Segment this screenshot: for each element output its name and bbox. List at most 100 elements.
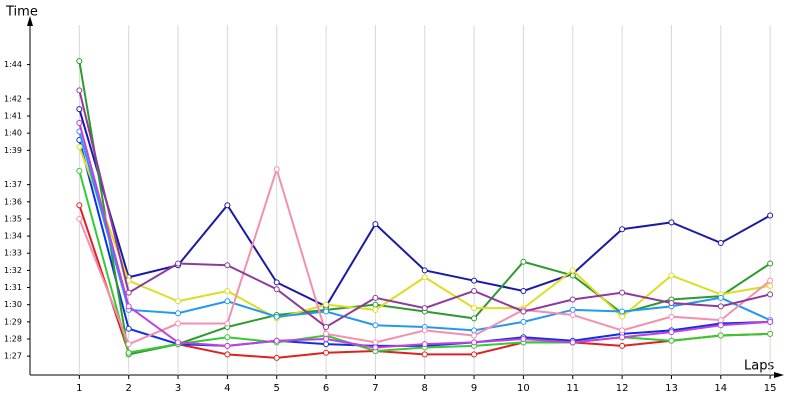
point <box>323 301 330 308</box>
point <box>520 308 527 315</box>
point <box>619 342 626 349</box>
point <box>125 325 132 332</box>
point <box>569 311 576 318</box>
point <box>372 344 379 351</box>
x-tick-label: 12 <box>616 383 629 394</box>
point <box>273 313 280 320</box>
point <box>273 286 280 293</box>
point <box>421 267 428 274</box>
x-tick-label: 14 <box>714 383 727 394</box>
point <box>520 287 527 294</box>
point <box>224 262 231 269</box>
x-tick-label: 3 <box>175 383 181 394</box>
point <box>76 119 83 126</box>
x-axis-arrow <box>774 372 784 378</box>
point <box>273 354 280 361</box>
series <box>76 119 774 351</box>
point <box>421 327 428 334</box>
y-tick-label: 1:42 <box>4 94 22 103</box>
point <box>717 303 724 310</box>
x-tick-label: 6 <box>323 383 329 394</box>
point <box>471 287 478 294</box>
point <box>224 320 231 327</box>
point <box>125 303 132 310</box>
point <box>224 334 231 341</box>
point <box>421 341 428 348</box>
y-tick-label: 1:34 <box>4 232 22 241</box>
point <box>767 260 774 267</box>
y-tick-label: 1:30 <box>4 300 22 309</box>
point <box>421 274 428 281</box>
y-axis-label: Time <box>5 5 38 20</box>
point <box>668 337 675 344</box>
point <box>668 313 675 320</box>
point <box>767 277 774 284</box>
x-tick-label: 2 <box>125 383 131 394</box>
point <box>323 349 330 356</box>
point <box>372 339 379 346</box>
point <box>224 351 231 358</box>
point <box>619 313 626 320</box>
point <box>76 87 83 94</box>
point <box>569 339 576 346</box>
x-tick-label: 1 <box>76 383 82 394</box>
y-tick-label: 1:28 <box>4 334 22 343</box>
x-tick-label: 4 <box>224 383 230 394</box>
point <box>668 272 675 279</box>
point <box>717 332 724 339</box>
y-tick-label: 1:29 <box>4 317 22 326</box>
point <box>668 329 675 336</box>
point <box>569 296 576 303</box>
point <box>767 282 774 289</box>
point <box>323 330 330 337</box>
y-tick-label: 1:31 <box>4 283 22 292</box>
point <box>76 167 83 174</box>
y-tick-label: 1:44 <box>4 60 22 69</box>
point <box>668 219 675 226</box>
point <box>76 143 83 150</box>
point <box>619 226 626 233</box>
x-tick-label: 13 <box>665 383 678 394</box>
point <box>668 299 675 306</box>
y-tick-label: 1:33 <box>4 249 22 258</box>
point <box>471 327 478 334</box>
point <box>273 166 280 173</box>
point <box>619 327 626 334</box>
point <box>520 318 527 325</box>
point <box>323 308 330 315</box>
point <box>224 202 231 209</box>
point <box>76 58 83 65</box>
point <box>224 287 231 294</box>
point <box>520 335 527 342</box>
point <box>224 298 231 305</box>
x-axis-label: Laps <box>744 359 774 374</box>
point <box>471 315 478 322</box>
point <box>76 215 83 222</box>
point <box>372 301 379 308</box>
point <box>372 306 379 313</box>
point <box>767 318 774 325</box>
point <box>323 323 330 330</box>
point <box>224 342 231 349</box>
point <box>175 298 182 305</box>
point <box>619 308 626 315</box>
point <box>175 339 182 346</box>
point <box>569 272 576 279</box>
y-tick-label: 1:36 <box>4 197 22 206</box>
x-tick-label: 15 <box>764 383 777 394</box>
point <box>767 212 774 219</box>
point <box>471 277 478 284</box>
x-tick-label: 10 <box>517 383 530 394</box>
y-tick-label: 1:27 <box>4 352 22 361</box>
point <box>372 322 379 329</box>
point <box>421 305 428 312</box>
y-axis-arrow <box>27 16 33 26</box>
point <box>619 289 626 296</box>
point <box>125 341 132 348</box>
point <box>569 267 576 274</box>
point <box>471 305 478 312</box>
point <box>323 335 330 342</box>
y-tick-label: 1:32 <box>4 266 22 275</box>
point <box>717 239 724 246</box>
point <box>76 202 83 209</box>
